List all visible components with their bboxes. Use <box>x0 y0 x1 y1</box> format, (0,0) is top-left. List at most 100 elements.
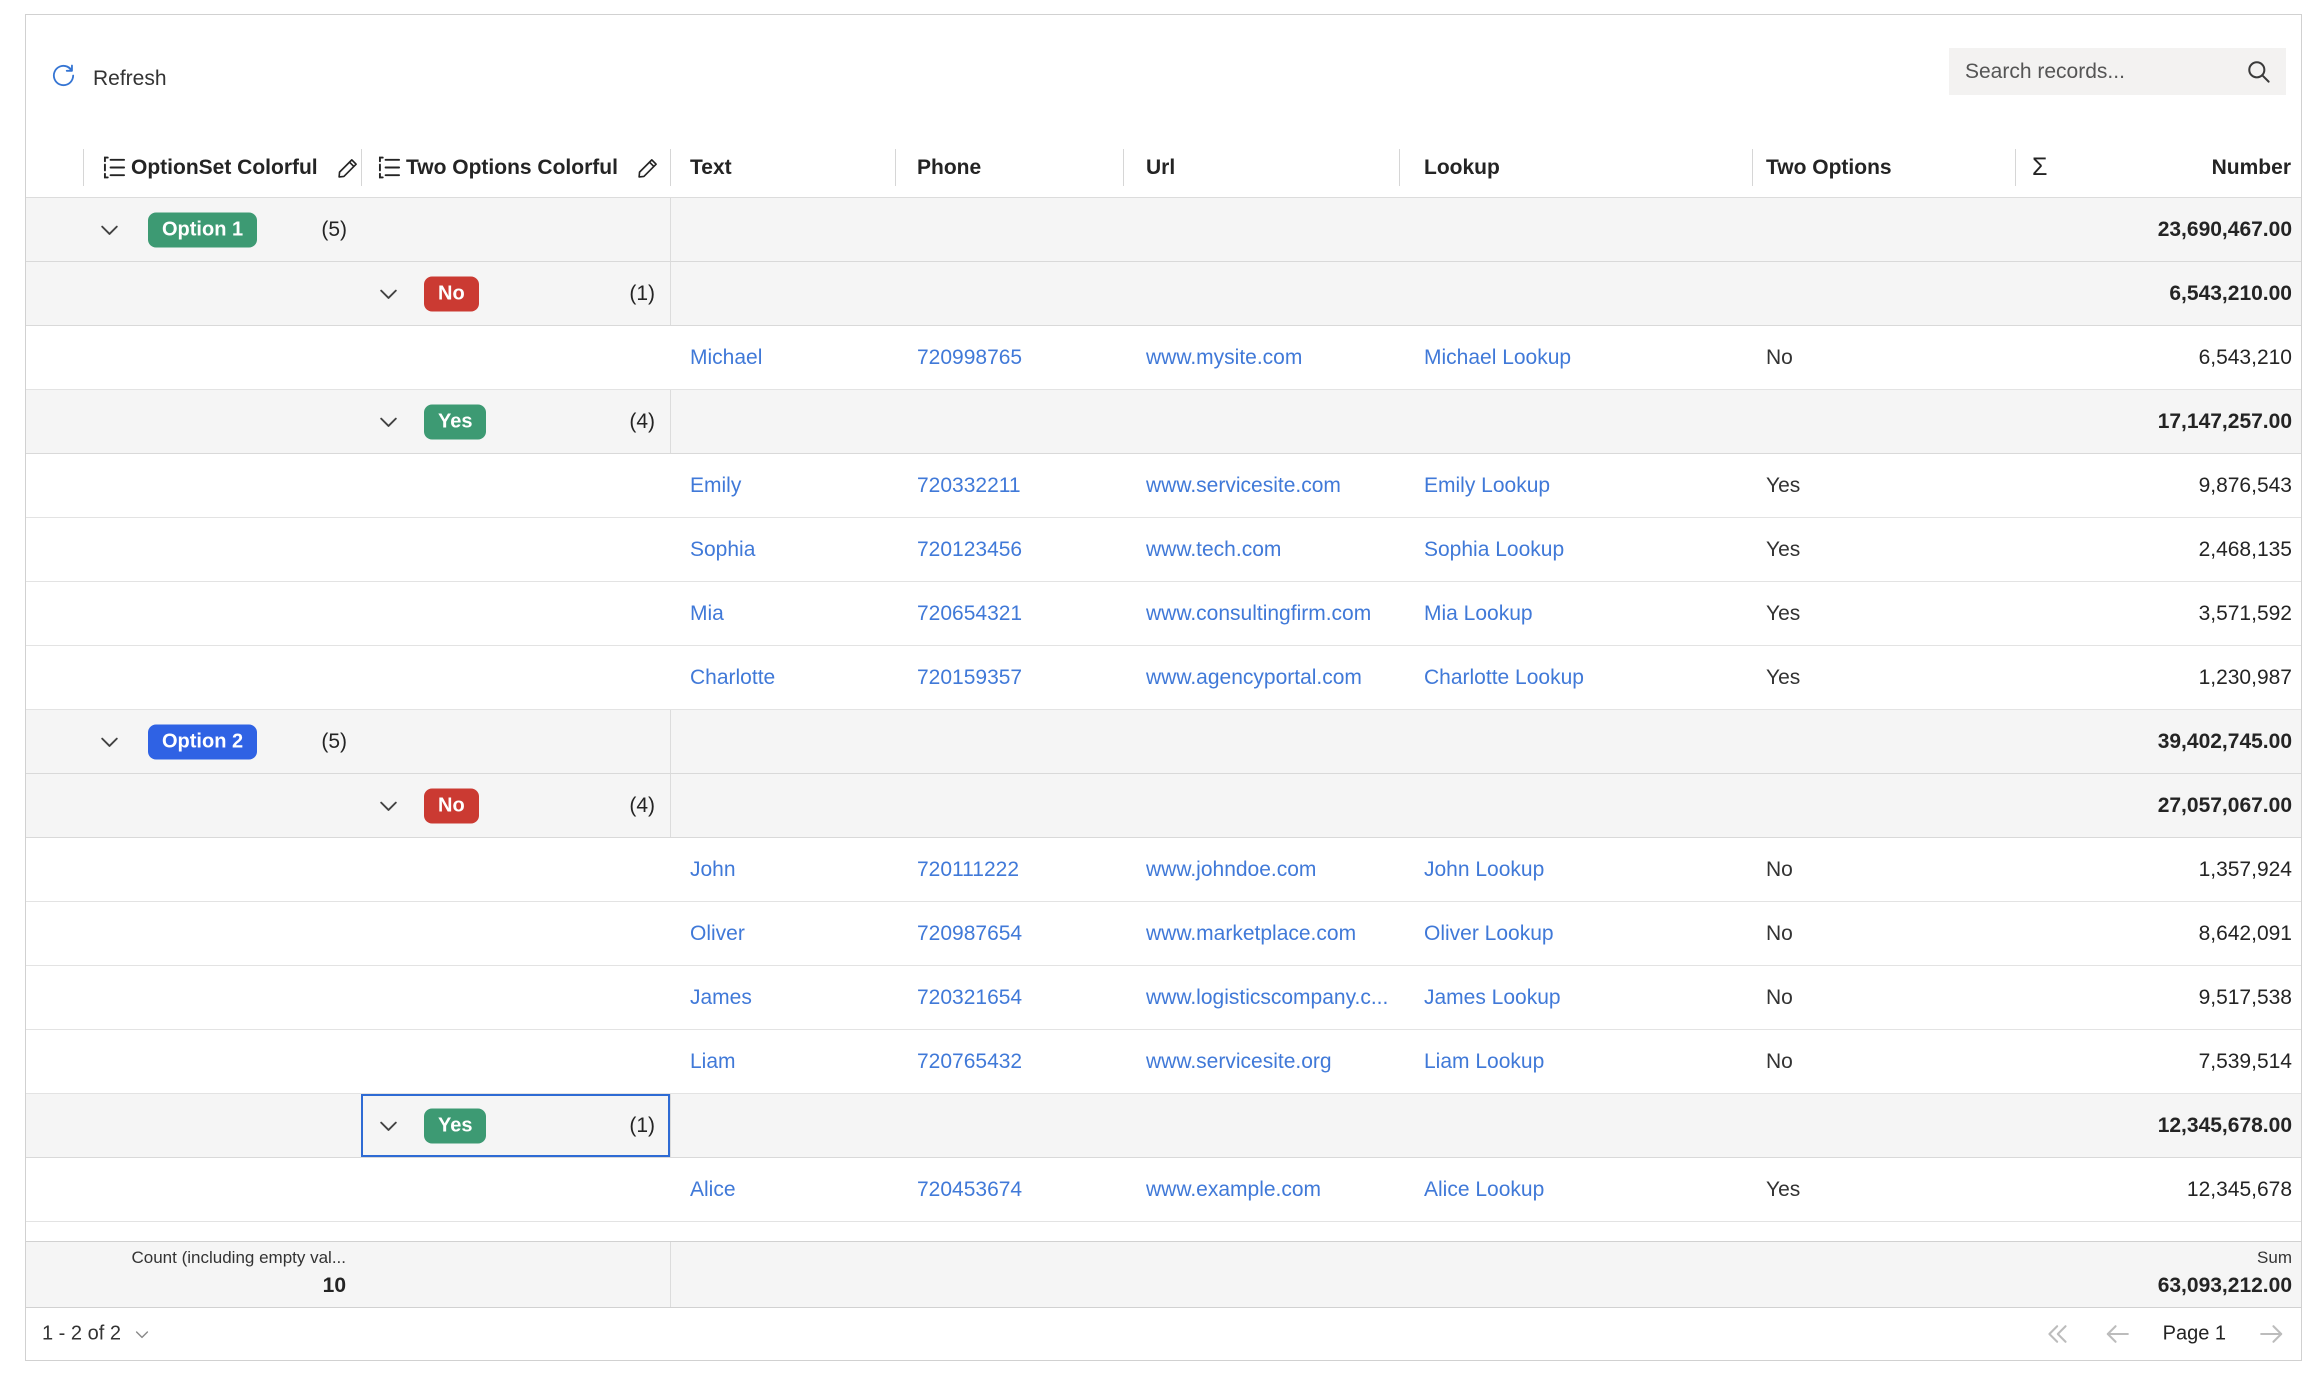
group-row-level-1[interactable]: Option 1 (5) 23,690,467.00 <box>26 198 2301 262</box>
group-chevron-down-icon[interactable] <box>96 216 123 243</box>
first-page-button[interactable] <box>2041 1319 2072 1350</box>
record-row[interactable]: Oliver 720987654 www.marketplace.com Oliver… <box>26 902 2301 966</box>
column-header-number[interactable]: Σ Number <box>2015 138 2301 197</box>
group-row-level-2[interactable]: No (4) 27,057,067.00 <box>26 774 2301 838</box>
edit-column-icon[interactable] <box>635 155 661 181</box>
column-header-optionset-colorful[interactable]: OptionSet Colorful <box>83 138 361 197</box>
group-chevron-down-icon[interactable] <box>375 280 402 307</box>
cell-text-link[interactable]: John <box>690 857 736 881</box>
cell-lookup-link[interactable]: Sophia Lookup <box>1424 537 1565 561</box>
cell-text-link[interactable]: Michael <box>690 345 763 369</box>
column-header-two-options[interactable]: Two Options <box>1752 138 2015 197</box>
group-row-level-2[interactable]: Yes (1) 12,345,678.00 <box>26 1094 2301 1158</box>
cell-phone-link[interactable]: 720987654 <box>917 921 1023 945</box>
previous-page-button[interactable] <box>2102 1319 2133 1350</box>
sum-value: 63,093,212.00 <box>2157 1274 2292 1297</box>
cell-two-options: Yes <box>1766 1177 1801 1201</box>
record-row[interactable]: Liam 720765432 www.servicesite.org Liam Loo… <box>26 1030 2301 1094</box>
cell-url-link[interactable]: www.agencyportal.com <box>1146 665 1362 689</box>
cell-lookup-link[interactable]: James Lookup <box>1424 985 1561 1009</box>
next-page-button[interactable] <box>2256 1319 2287 1350</box>
record-range-dropdown[interactable]: 1 - 2 of 2 <box>42 1323 152 1346</box>
group-record-count: (1) <box>629 1113 655 1137</box>
search-icon[interactable] <box>2245 58 2272 85</box>
record-row[interactable]: James 720321654 www.logisticscompany.c... J… <box>26 966 2301 1030</box>
edit-column-icon[interactable] <box>335 155 361 181</box>
cell-two-options: No <box>1766 1049 1793 1073</box>
column-header-lookup[interactable]: Lookup <box>1399 138 1752 197</box>
cell-lookup-link[interactable]: Mia Lookup <box>1424 601 1533 625</box>
refresh-button[interactable]: Refresh <box>41 57 175 100</box>
cell-text-link[interactable]: Emily <box>690 473 742 497</box>
group-chevron-down-icon[interactable] <box>96 728 123 755</box>
search-input[interactable] <box>1949 58 2245 85</box>
cell-number: 9,517,538 <box>2198 985 2292 1009</box>
column-header-phone[interactable]: Phone <box>895 138 1123 197</box>
cell-lookup-link[interactable]: Michael Lookup <box>1424 345 1572 369</box>
sum-aggregate: Sum 63,093,212.00 <box>2158 1248 2292 1298</box>
cell-lookup-link[interactable]: Alice Lookup <box>1424 1177 1545 1201</box>
cell-phone-link[interactable]: 720453674 <box>917 1177 1023 1201</box>
cell-number: 6,543,210 <box>2198 345 2292 369</box>
group-value-badge: Option 2 <box>148 724 258 759</box>
cell-url-link[interactable]: www.example.com <box>1146 1177 1322 1201</box>
column-header-text[interactable]: Text <box>670 138 895 197</box>
cell-url-link[interactable]: www.mysite.com <box>1146 345 1303 369</box>
cell-phone-link[interactable]: 720765432 <box>917 1049 1023 1073</box>
cell-url-link[interactable]: www.servicesite.org <box>1146 1049 1332 1073</box>
cell-two-options: No <box>1766 857 1793 881</box>
group-chevron-down-icon[interactable] <box>375 1112 402 1139</box>
cell-phone-link[interactable]: 720159357 <box>917 665 1023 689</box>
record-row[interactable]: Emily 720332211 www.servicesite.com Emily L… <box>26 454 2301 518</box>
cell-phone-link[interactable]: 720998765 <box>917 345 1023 369</box>
cell-text-link[interactable]: Sophia <box>690 537 756 561</box>
column-header-two-options-colorful[interactable]: Two Options Colorful <box>361 138 670 197</box>
refresh-icon <box>49 61 78 96</box>
cell-url-link[interactable]: www.johndoe.com <box>1146 857 1317 881</box>
group-row-level-1[interactable]: Option 2 (5) 39,402,745.00 <box>26 710 2301 774</box>
cell-phone-link[interactable]: 720332211 <box>917 473 1021 497</box>
cell-url-link[interactable]: www.consultingfirm.com <box>1146 601 1372 625</box>
cell-phone-link[interactable]: 720123456 <box>917 537 1023 561</box>
cell-phone-link[interactable]: 720654321 <box>917 601 1023 625</box>
cell-url-link[interactable]: www.logisticscompany.c... <box>1146 985 1389 1009</box>
group-chevron-down-icon[interactable] <box>375 408 402 435</box>
cell-url-link[interactable]: www.marketplace.com <box>1146 921 1357 945</box>
cell-number: 12,345,678 <box>2186 1177 2292 1201</box>
record-row[interactable]: John 720111222 www.johndoe.com John Lookup N… <box>26 838 2301 902</box>
record-row[interactable]: Alice 720453674 www.example.com Alice Looku… <box>26 1158 2301 1222</box>
cell-text-link[interactable]: Charlotte <box>690 665 776 689</box>
cell-two-options: Yes <box>1766 601 1801 625</box>
group-chevron-down-icon[interactable] <box>375 792 402 819</box>
cell-lookup-link[interactable]: Charlotte Lookup <box>1424 665 1584 689</box>
group-row-level-2[interactable]: No (1) 6,543,210.00 <box>26 262 2301 326</box>
cell-text-link[interactable]: Oliver <box>690 921 745 945</box>
count-value: 10 <box>322 1274 346 1297</box>
cell-number: 2,468,135 <box>2198 537 2292 561</box>
column-header-url[interactable]: Url <box>1123 138 1399 197</box>
cell-phone-link[interactable]: 720111222 <box>917 857 1019 881</box>
record-row[interactable]: Michael 720998765 www.mysite.com Michael Lo… <box>26 326 2301 390</box>
record-row[interactable]: Sophia 720123456 www.tech.com Sophia Lookup… <box>26 518 2301 582</box>
cell-phone-link[interactable]: 720321654 <box>917 985 1023 1009</box>
cell-url-link[interactable]: www.tech.com <box>1146 537 1282 561</box>
cell-text-link[interactable]: James <box>690 985 752 1009</box>
cell-text-link[interactable]: Liam <box>690 1049 736 1073</box>
cell-text-link[interactable]: Alice <box>690 1177 736 1201</box>
cell-url-link[interactable]: www.servicesite.com <box>1146 473 1341 497</box>
count-label: Count (including empty val... <box>131 1248 347 1267</box>
chevron-down-icon <box>135 1330 149 1338</box>
record-row[interactable]: Mia 720654321 www.consultingfirm.com Mia Lo… <box>26 582 2301 646</box>
group-row-level-2[interactable]: Yes (4) 17,147,257.00 <box>26 390 2301 454</box>
cell-lookup-link[interactable]: Liam Lookup <box>1424 1049 1545 1073</box>
cell-lookup-link[interactable]: Oliver Lookup <box>1424 921 1554 945</box>
refresh-label: Refresh <box>93 66 167 90</box>
page-controls: Page 1 <box>2041 1319 2287 1350</box>
cell-text-link[interactable]: Mia <box>690 601 724 625</box>
group-value-badge: Yes <box>424 1108 487 1143</box>
cell-lookup-link[interactable]: Emily Lookup <box>1424 473 1551 497</box>
group-value-badge: Option 1 <box>148 212 258 247</box>
group-record-count: (4) <box>629 793 655 817</box>
cell-lookup-link[interactable]: John Lookup <box>1424 857 1545 881</box>
record-row[interactable]: Charlotte 720159357 www.agencyportal.com Ch… <box>26 646 2301 710</box>
